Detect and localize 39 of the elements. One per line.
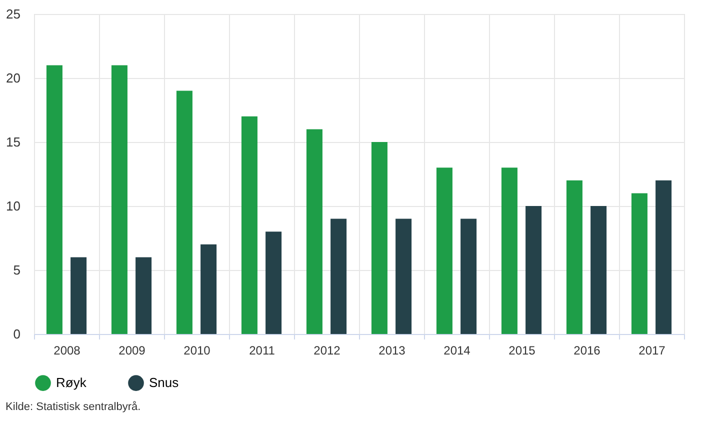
bar [241,116,258,334]
y-tick-label: 5 [13,262,20,278]
bar [656,180,672,334]
legend-label: Snus [149,375,180,390]
bar [266,232,282,334]
y-tick-label: 10 [6,198,20,214]
bar [176,90,192,334]
bar [330,218,347,334]
bar [200,244,217,334]
y-tick-label: 25 [6,6,20,22]
text: Kilde: Statistisk sentralbyrå. [6,401,141,413]
y-tick-label: 0 [13,326,20,342]
bar [396,218,412,334]
bar [460,218,477,334]
bar [501,168,518,334]
bar [371,142,388,334]
bar [436,168,452,334]
legend-label: Røyk [56,375,87,390]
y-tick-label: 20 [6,70,20,86]
bar [306,129,322,334]
x-tick-label: 2013 [378,344,406,358]
x-tick-label: 2011 [249,344,276,358]
y-tick-label: 15 [6,134,20,150]
x-tick-label: 2017 [638,344,666,358]
bar [590,206,607,334]
bar [526,206,542,334]
bar [111,65,128,334]
x-tick-label: 2016 [574,344,601,358]
x-tick-label: 2012 [314,344,341,358]
x-tick-label: 2009 [118,344,146,358]
x-tick-label: 2015 [508,344,536,358]
bar [70,257,87,334]
bar [46,65,62,334]
bar [566,180,582,334]
x-tick-label: 2010 [184,344,211,358]
bar [136,257,152,334]
bar [631,193,648,334]
x-tick-label: 2008 [54,344,81,358]
x-tick-label: 2014 [444,344,471,358]
